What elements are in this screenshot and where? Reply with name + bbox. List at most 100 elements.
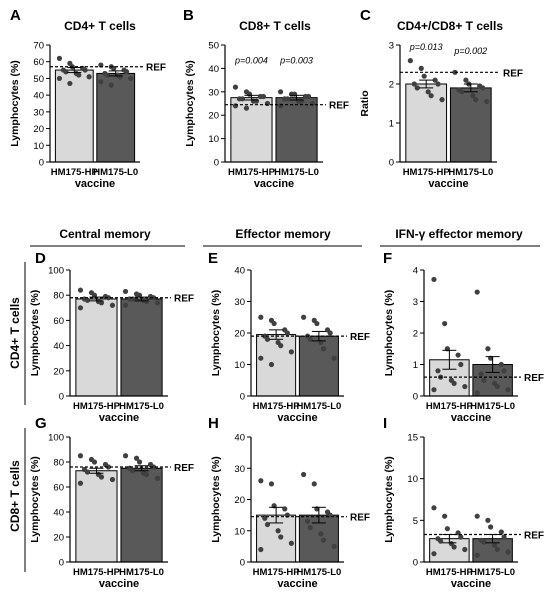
category-label: HM175-HP [228,167,276,178]
bar-hm175-hp [54,69,94,163]
panel-i: IREF051015HM175-HPHM175-L0vaccineLymphoc… [383,415,544,590]
y-tick-label: 20 [33,124,44,135]
data-point [418,65,424,71]
data-point [298,98,305,104]
y-axis-title: Lymphocytes (%) [29,456,41,543]
data-point [104,72,110,78]
y-tick-label: 5 [413,516,418,527]
x-axis-title: vaccine [75,178,115,190]
data-point [278,343,284,349]
y-tick-label: 100 [48,266,64,277]
y-tick-label: 70 [33,41,44,52]
reference-label: REF [174,463,194,474]
data-point [77,305,84,311]
reference-label: REF [503,68,523,79]
category-label: HM175-L0 [296,401,341,412]
data-point [451,380,457,386]
data-point [278,534,284,540]
y-tick-label: 30 [234,464,245,475]
data-point [307,336,313,342]
y-tick-label: 100 [48,433,64,444]
data-point [442,513,448,519]
data-point [77,287,84,293]
bar-hm175-l0 [96,72,136,163]
y-tick-label: 10 [234,360,245,371]
data-point [435,368,441,374]
data-point [232,103,239,109]
data-point [455,352,461,358]
panel-letter: I [383,415,387,432]
bar-hm175-l0 [449,87,492,163]
data-point [258,478,264,484]
data-point [307,525,313,531]
bar-hm175-l0 [275,97,318,163]
reference-label: REF [524,531,544,542]
data-point [258,314,264,320]
data-point [84,297,91,303]
panel-c: C CD4+/CD8+ T cells REF p=0.013 p=0.002 0 1 2 3 H… [359,7,523,190]
y-tick-label: 0 [389,158,394,169]
bar-hm175-hp [256,334,297,397]
category-label: HM175-L0 [448,167,493,178]
category-label: HM175-L0 [470,567,515,578]
data-point [56,55,63,61]
data-point [143,471,150,478]
bar-hm175-hp [75,298,118,397]
y-tick-label: 20 [234,495,245,506]
data-point [84,469,91,475]
data-point [136,459,143,465]
y-tick-label: 80 [53,291,64,302]
y-tick-label: 0 [413,392,418,403]
category-label: HM175-L0 [119,401,164,412]
data-point [407,58,413,64]
data-point [498,529,504,535]
data-point [501,368,507,374]
column-title-ifn-effector-memory: IFN-γ effector memory [395,227,523,241]
category-label: HM175-HP [253,567,301,578]
data-point [98,474,105,480]
reference-label: REF [524,373,544,384]
data-point [271,320,277,327]
category-label: HM175-L0 [93,167,138,178]
y-axis-title: Lymphocytes (%) [9,60,21,147]
data-point [232,84,239,90]
reference-label: REF [174,294,194,305]
panel-letter: C [360,7,371,24]
y-tick-label: 60 [33,57,44,68]
data-point [485,517,491,523]
data-point [63,69,69,75]
data-point [258,546,264,553]
reference-label: REF [146,63,166,74]
data-point [494,546,500,553]
p-value-label: p=0.003 [279,56,313,66]
data-point [150,295,157,301]
data-point [305,518,311,524]
y-axis-title: Lymphocytes (%) [383,290,395,377]
data-point [109,302,116,308]
data-point [277,103,284,109]
data-point [501,534,507,540]
x-axis-title: vaccine [254,178,294,190]
panel-letter: F [383,250,392,267]
data-point [463,77,469,83]
data-point [327,330,333,336]
data-point [109,476,116,483]
data-point [451,544,457,550]
panel-title: CD8+ T cells [239,19,311,33]
data-point [494,383,500,390]
y-tick-label: 3 [389,41,394,52]
data-point [442,320,448,327]
data-point [474,390,480,396]
x-axis-title: vaccine [451,578,491,590]
y-tick-label: 15 [407,433,418,444]
data-point [425,89,431,95]
panel-title: CD4+ T cells [64,19,136,33]
data-point [498,361,504,368]
reference-label: REF [329,101,349,112]
y-tick-label: 30 [208,87,219,98]
bar-hm175-hp [75,470,118,563]
data-point [105,464,112,470]
data-point [284,96,291,102]
data-point [414,85,420,91]
